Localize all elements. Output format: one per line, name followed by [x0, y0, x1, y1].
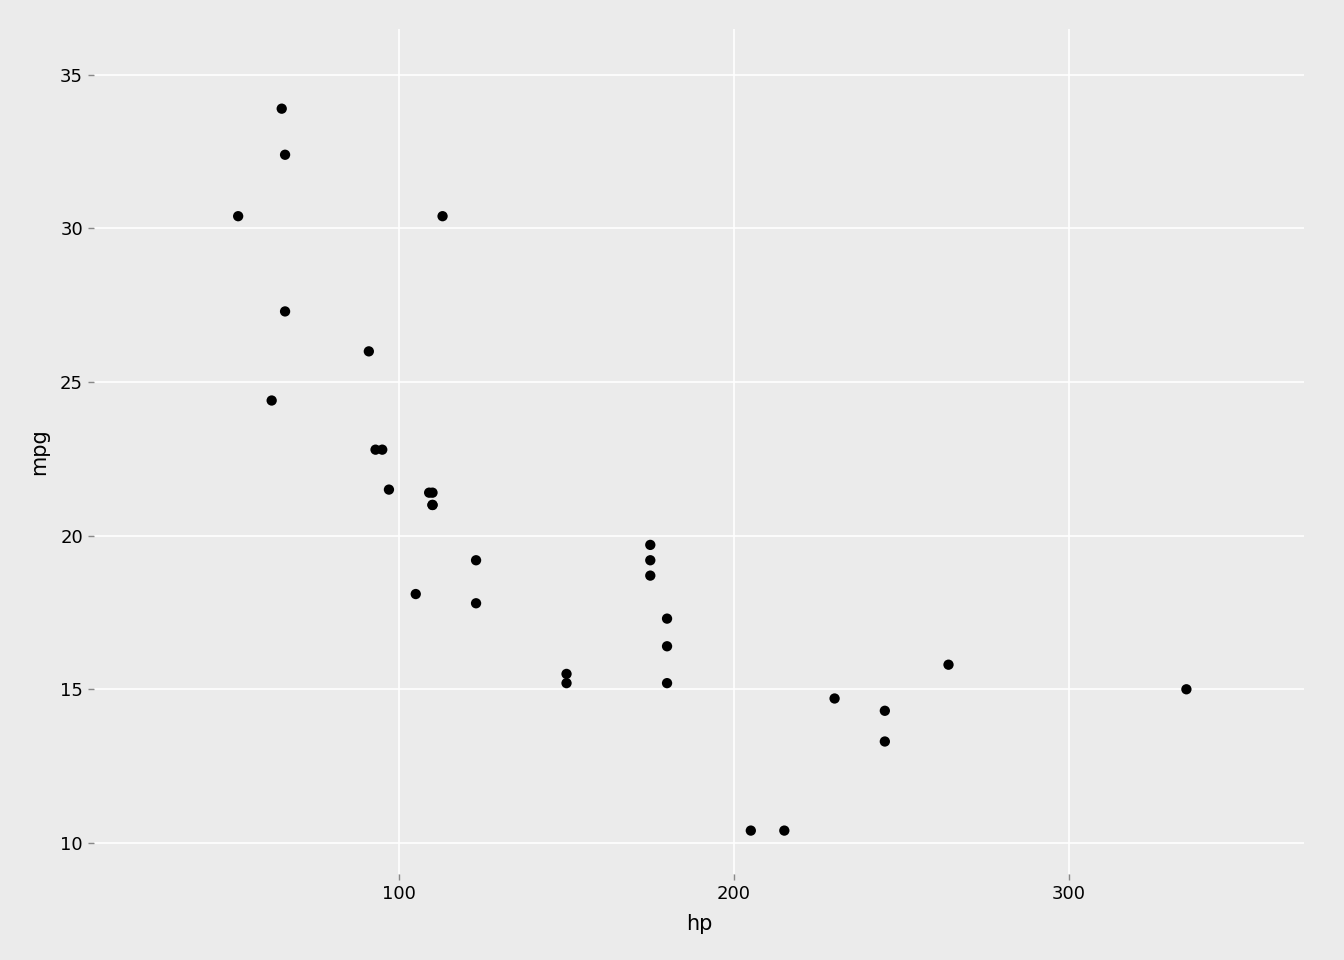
Point [656, 676, 677, 691]
Point [938, 657, 960, 672]
Point [874, 733, 895, 749]
Point [364, 442, 386, 457]
Point [227, 208, 249, 224]
Point [422, 497, 444, 513]
Point [371, 442, 392, 457]
Point [465, 553, 487, 568]
Point [774, 823, 796, 838]
Point [431, 208, 453, 224]
Point [640, 538, 661, 553]
Point [1176, 682, 1198, 697]
Point [358, 344, 379, 359]
Point [465, 595, 487, 611]
Point [378, 482, 399, 497]
Point [274, 303, 296, 319]
Point [874, 703, 895, 718]
Point [271, 101, 293, 116]
Point [556, 666, 578, 682]
Point [274, 147, 296, 162]
Point [556, 676, 578, 691]
Point [824, 691, 845, 707]
Point [422, 497, 444, 513]
Point [656, 611, 677, 626]
Point [640, 568, 661, 584]
Point [261, 393, 282, 408]
X-axis label: hp: hp [685, 914, 712, 934]
Point [656, 638, 677, 654]
Point [405, 587, 426, 602]
Point [741, 823, 762, 838]
Point [418, 485, 439, 500]
Point [640, 553, 661, 568]
Point [422, 485, 444, 500]
Y-axis label: mpg: mpg [28, 428, 48, 474]
